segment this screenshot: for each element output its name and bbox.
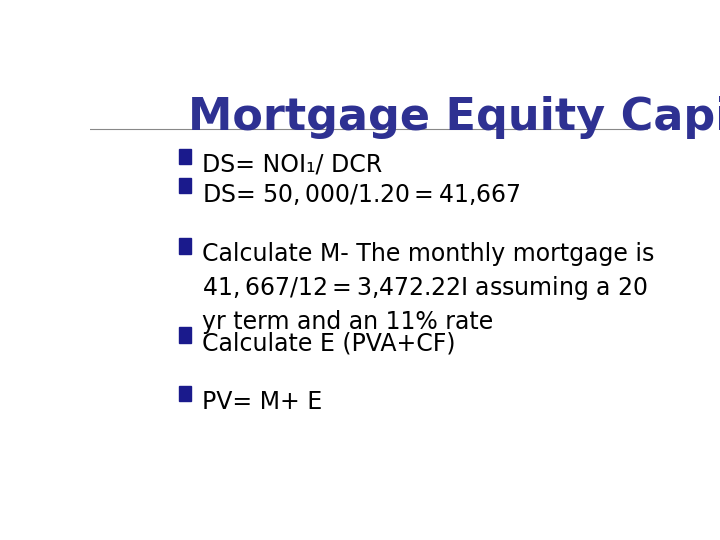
Bar — [179, 178, 191, 193]
Text: Calculate E (PVA+CF): Calculate E (PVA+CF) — [202, 332, 455, 355]
Text: PV= M+ E: PV= M+ E — [202, 389, 322, 414]
Bar — [179, 327, 191, 343]
Text: Calculate M- The monthly mortgage is
$41,667/12 = $3,472.22I assuming a 20
yr te: Calculate M- The monthly mortgage is $41… — [202, 242, 654, 334]
Bar — [179, 148, 191, 164]
Bar — [179, 386, 191, 401]
Bar — [179, 238, 191, 254]
Text: Mortgage Equity Capitalization: Mortgage Equity Capitalization — [188, 96, 720, 139]
Text: DS= $50,000/ 1.20 = $41,667: DS= $50,000/ 1.20 = $41,667 — [202, 181, 521, 207]
Text: DS= NOI₁/ DCR: DS= NOI₁/ DCR — [202, 152, 382, 177]
